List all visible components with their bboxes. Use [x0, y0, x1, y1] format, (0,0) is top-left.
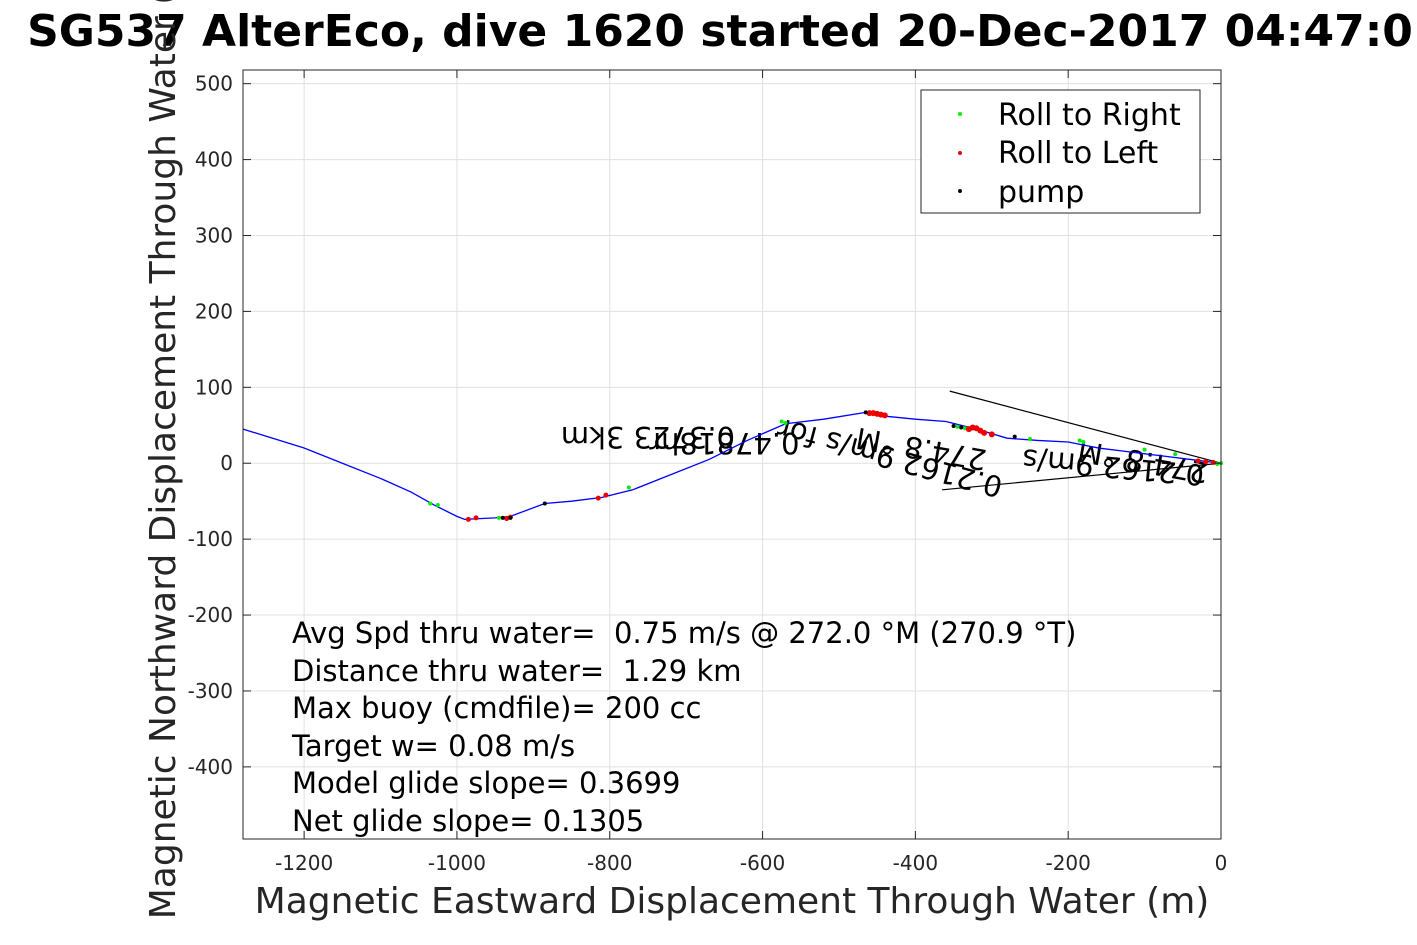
x-tick-label: -800: [587, 851, 632, 875]
y-tick-label: 300: [195, 223, 233, 247]
y-axis-label: Magnetic Northward Displacement Through …: [143, 0, 184, 919]
roll-left-point: [1203, 459, 1209, 465]
roll-right-point: [496, 515, 501, 520]
pump-point: [951, 424, 956, 429]
plot-frame: [242, 69, 1222, 840]
roll-left-point: [603, 492, 609, 498]
stat-net-glide-slope: Net glide slope= 0.1305: [292, 804, 644, 838]
legend-box: [920, 89, 1201, 214]
roll-left-point: [1210, 459, 1216, 465]
roll-left-point: [473, 515, 479, 521]
y-tick-label: 500: [195, 72, 233, 96]
legend: Roll to Right Roll to Left pump: [920, 89, 1201, 214]
legend-marker-roll-right: [958, 112, 962, 116]
marker-layer: [428, 410, 1223, 522]
legend-label-pump: pump: [998, 175, 1084, 210]
roll-right-point: [435, 502, 440, 507]
y-tick-label: -100: [188, 527, 233, 551]
x-tick-label: -400: [893, 851, 938, 875]
x-tick-label: -600: [740, 851, 785, 875]
roll-right-point: [1142, 447, 1147, 452]
current-vector-label: 0.3723 3km: [561, 420, 735, 454]
roll-right-point: [779, 419, 784, 424]
y-tick-label: -400: [188, 755, 233, 779]
legend-marker-pump: [958, 189, 962, 193]
stat-avg-speed: Avg Spd thru water= 0.75 m/s @ 272.0 °M …: [292, 616, 1076, 650]
roll-left-point: [595, 495, 601, 501]
dive-statistics: Avg Spd thru water= 0.75 m/s @ 272.0 °M …: [291, 616, 1076, 838]
current-vector-line: [949, 390, 1222, 464]
roll-right-point: [1081, 439, 1086, 444]
y-tick-label: -200: [188, 603, 233, 627]
roll-left-point: [1195, 458, 1201, 464]
y-tick-label: 0: [220, 451, 233, 475]
pump-point: [959, 425, 964, 430]
roll-right-point: [783, 420, 788, 425]
x-axis-label: Magnetic Eastward Displacement Through W…: [255, 881, 1210, 922]
stat-distance: Distance thru water= 1.29 km: [292, 654, 742, 688]
pump-point: [1012, 434, 1017, 439]
legend-label-roll-right: Roll to Right: [998, 98, 1181, 133]
y-tick-label: -300: [188, 679, 233, 703]
legend-marker-roll-left: [958, 151, 962, 155]
x-tick-label: -1200: [275, 851, 333, 875]
y-tick-label: 100: [195, 375, 233, 399]
axis-ticks: -1200 -1000 -800 -600 -400 -200 0-400-300-200-…: [188, 70, 1228, 875]
current-vector-label: 0.47818hr: [649, 426, 799, 460]
roll-right-point: [1173, 452, 1178, 457]
roll-left-point: [465, 516, 471, 522]
pump-point: [500, 515, 505, 520]
roll-right-point: [1077, 438, 1082, 443]
x-tick-label: -1000: [428, 851, 486, 875]
roll-right-point: [955, 424, 960, 429]
roll-left-point: [504, 516, 510, 522]
stat-target-w: Target w= 0.08 m/s: [291, 729, 575, 763]
stat-max-buoy: Max buoy (cmdfile)= 200 cc: [292, 691, 701, 725]
roll-right-point: [626, 485, 631, 490]
roll-left-point: [866, 410, 873, 417]
pump-point: [542, 501, 547, 506]
stat-model-glide-slope: Model glide slope= 0.3699: [292, 766, 680, 800]
x-tick-label: 0: [1215, 851, 1228, 875]
pump-point: [863, 410, 868, 415]
roll-left-point: [988, 431, 995, 438]
current-vector-line: [942, 462, 1222, 491]
chart-title: SG537 AlterEco, dive 1620 started 20-Dec…: [27, 6, 1413, 57]
x-tick-label: -200: [1045, 851, 1090, 875]
pump-point: [508, 515, 513, 520]
roll-right-point: [1027, 436, 1032, 441]
y-tick-label: 200: [195, 299, 233, 323]
roll-left-point: [965, 426, 972, 433]
y-tick-label: 400: [195, 148, 233, 172]
roll-right-point: [428, 501, 433, 506]
legend-label-roll-left: Roll to Left: [998, 136, 1158, 171]
